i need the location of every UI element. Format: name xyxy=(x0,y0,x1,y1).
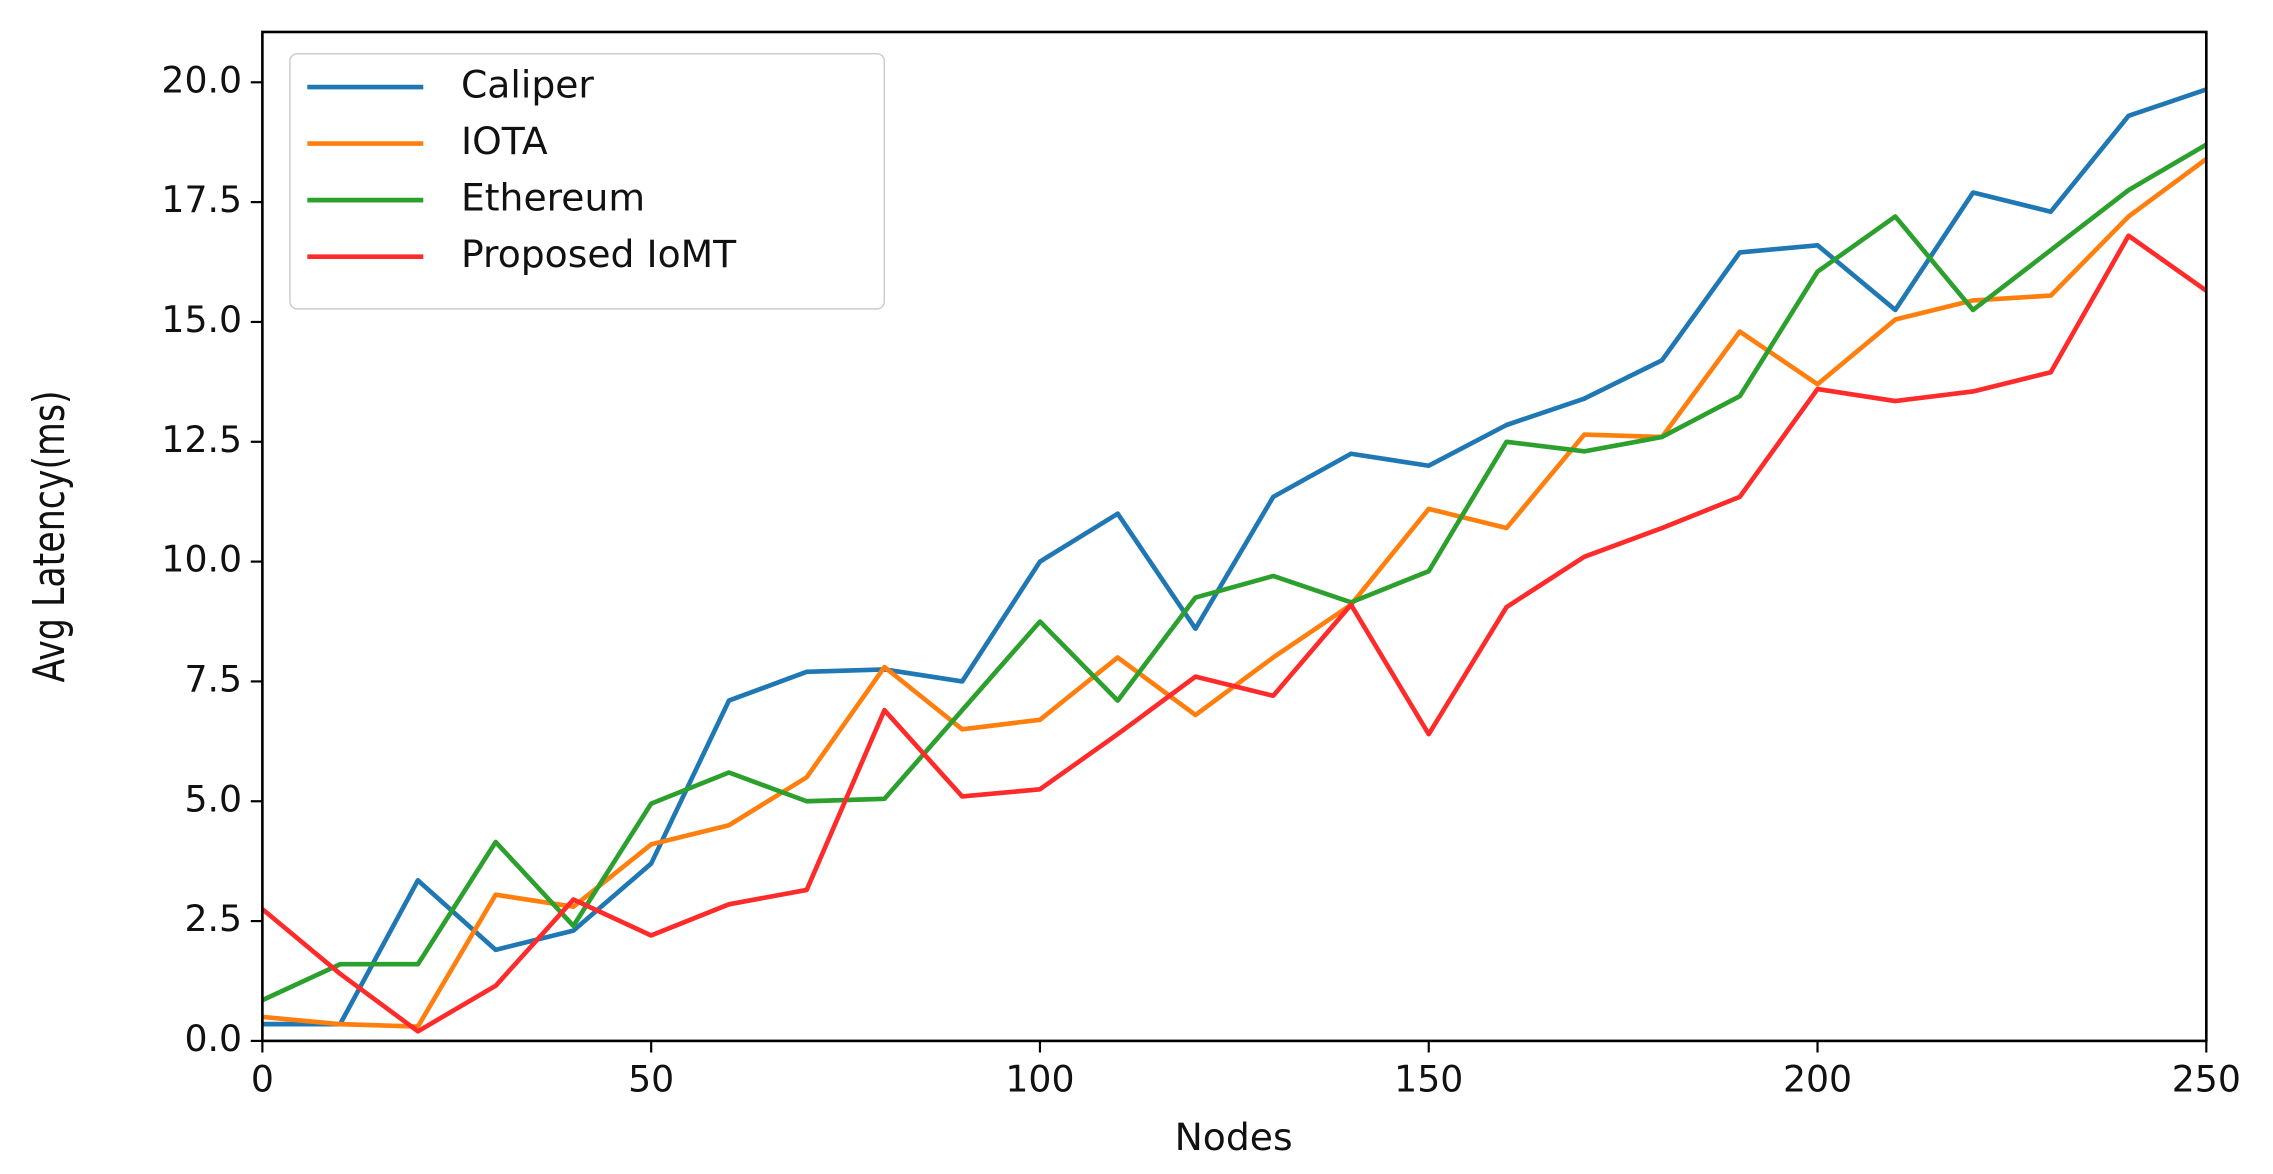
y-tick-label: 20.0 xyxy=(161,58,242,101)
series-line xyxy=(260,233,2208,1034)
y-tick-label: 0.0 xyxy=(184,1017,242,1060)
x-tick-label: 200 xyxy=(1783,1057,1852,1100)
y-tick-label: 15.0 xyxy=(161,298,242,341)
series-line xyxy=(262,87,2208,1027)
x-tick-label: 100 xyxy=(1005,1057,1074,1100)
x-tick-label: 50 xyxy=(628,1057,674,1100)
y-tick-label: 7.5 xyxy=(184,657,242,700)
x-tick-label: 250 xyxy=(2172,1057,2241,1100)
x-tick-label: 0 xyxy=(251,1057,274,1100)
y-tick-label: 2.5 xyxy=(184,897,242,940)
y-tick-label: 12.5 xyxy=(161,418,242,461)
y-tick-label: 17.5 xyxy=(161,178,242,221)
legend-box xyxy=(289,52,885,310)
y-axis-label: Avg Latency(ms) xyxy=(24,390,75,682)
x-tick-label: 150 xyxy=(1394,1057,1463,1100)
x-axis-label: Nodes xyxy=(1175,1115,1293,1159)
plot-frame xyxy=(261,30,2208,1043)
legend-label: IOTA xyxy=(461,119,548,163)
legend-label: Caliper xyxy=(461,63,594,107)
legend-label: Proposed IoMT xyxy=(461,232,737,276)
y-tick-label: 10.0 xyxy=(161,538,242,581)
y-tick-label: 5.0 xyxy=(184,777,242,820)
legend-label: Ethereum xyxy=(461,176,645,220)
